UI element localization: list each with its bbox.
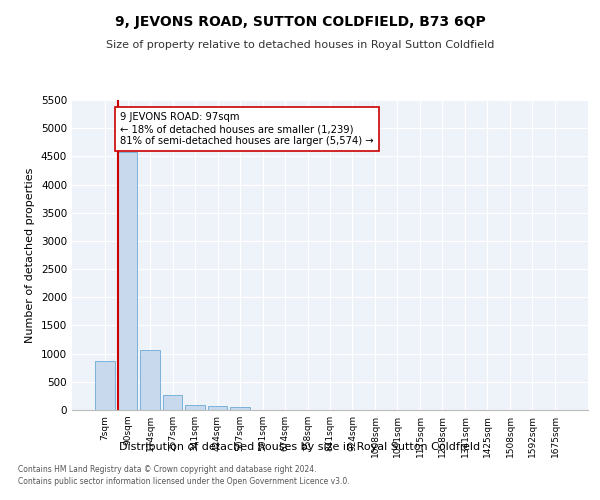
Y-axis label: Number of detached properties: Number of detached properties <box>25 168 35 342</box>
Text: Distribution of detached houses by size in Royal Sutton Coldfield: Distribution of detached houses by size … <box>119 442 481 452</box>
Bar <box>163 394 182 410</box>
Bar <box>185 406 205 410</box>
Text: 9, JEVONS ROAD, SUTTON COLDFIELD, B73 6QP: 9, JEVONS ROAD, SUTTON COLDFIELD, B73 6Q… <box>115 15 485 29</box>
Bar <box>118 152 137 410</box>
Text: Contains public sector information licensed under the Open Government Licence v3: Contains public sector information licen… <box>18 477 350 486</box>
Bar <box>230 407 250 410</box>
Text: Size of property relative to detached houses in Royal Sutton Coldfield: Size of property relative to detached ho… <box>106 40 494 50</box>
Bar <box>95 361 115 410</box>
Bar <box>208 406 227 410</box>
Text: 9 JEVONS ROAD: 97sqm
← 18% of detached houses are smaller (1,239)
81% of semi-de: 9 JEVONS ROAD: 97sqm ← 18% of detached h… <box>121 112 374 146</box>
Text: Contains HM Land Registry data © Crown copyright and database right 2024.: Contains HM Land Registry data © Crown c… <box>18 466 317 474</box>
Bar <box>140 350 160 410</box>
